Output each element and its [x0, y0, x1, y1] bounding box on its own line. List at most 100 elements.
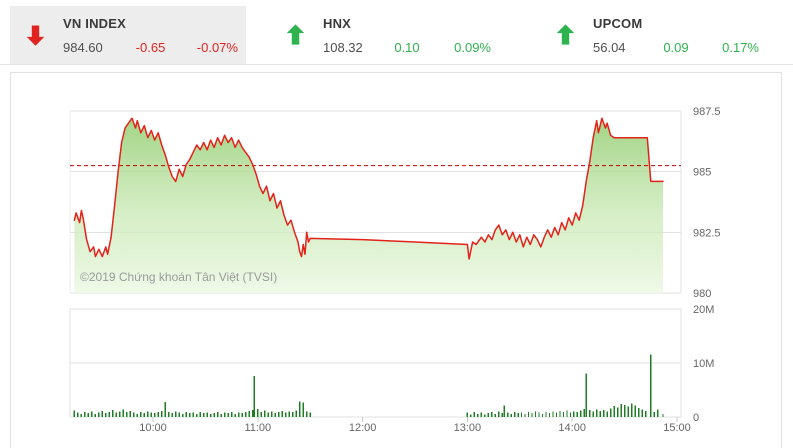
x-axis-label: 14:00: [558, 422, 586, 434]
volume-bar: [185, 412, 187, 417]
volume-bar: [306, 411, 308, 417]
volume-bar: [566, 410, 568, 417]
volume-bar: [513, 412, 516, 417]
x-axis-label: 15:00: [663, 422, 691, 434]
price-area-fill: [74, 118, 663, 293]
volume-bar: [569, 412, 572, 417]
volume-bar: [230, 412, 233, 417]
volume-bar: [133, 412, 135, 417]
x-axis-label: 10:00: [139, 422, 167, 434]
price-line: [73, 117, 664, 260]
ticker-upcom[interactable]: UPCOM 56.04 0.09 0.17%: [518, 6, 793, 64]
volume-bar: [199, 412, 201, 417]
volume-bar: [637, 407, 640, 417]
ticker-vnindex[interactable]: VN INDEX 984.60 -0.65 -0.07%: [10, 6, 246, 64]
volume-bar: [309, 412, 311, 417]
volume-bar: [115, 412, 117, 417]
index-change: 0.09: [663, 39, 689, 55]
volume-bar: [87, 413, 90, 417]
volume-bar: [641, 409, 643, 417]
volume-bar: [520, 412, 523, 417]
volume-bar: [271, 411, 273, 417]
volume-bar: [559, 411, 561, 417]
volume-bar: [129, 411, 131, 417]
volume-bar: [552, 411, 554, 417]
volume-bar: [606, 411, 608, 417]
price-axis-label: 987.5: [693, 106, 721, 118]
volume-bar: [206, 412, 208, 417]
volume-bar: [602, 410, 605, 417]
price-axis-label: 982.5: [693, 227, 721, 239]
down-arrow-icon: [26, 25, 45, 46]
intraday-chart-card: 10:00 11:00 12:00 13:00 14:00 15:00 987.5 985 98…: [10, 72, 782, 448]
chart-canvas[interactable]: 10:00 11:00 12:00 13:00 14:00 15:00 987.5 985 98…: [11, 73, 781, 448]
index-change: 0.10: [394, 39, 420, 55]
volume-bar: [596, 409, 598, 417]
index-values-row: 984.60 -0.65 -0.07%: [63, 40, 238, 55]
volume-bar: [126, 412, 128, 417]
volume-bar: [470, 414, 472, 417]
volume-bar: [136, 413, 138, 417]
volume-bar: [466, 412, 469, 417]
volume-bar: [531, 413, 533, 417]
volume-bar: [94, 413, 97, 417]
volume-bar: [285, 412, 287, 417]
volume-bar: [627, 406, 629, 417]
volume-bar: [209, 413, 212, 417]
volume-bar: [662, 413, 664, 417]
volume-bar: [175, 411, 177, 417]
volume-bar: [517, 413, 519, 417]
index-value: 108.32: [323, 39, 363, 55]
index-change-pct: -0.07%: [196, 39, 238, 55]
volume-bar: [302, 402, 304, 417]
volume-bar: [234, 413, 236, 417]
volume-bar: [216, 412, 219, 417]
header-divider: [0, 64, 793, 65]
volume-bar: [562, 412, 565, 417]
volume-bar: [274, 413, 276, 417]
volume-bar: [264, 410, 266, 417]
volume-bar: [538, 412, 540, 417]
index-name: VN INDEX: [63, 15, 127, 31]
volume-axis-label: 0: [693, 412, 699, 424]
volume-bar: [288, 411, 290, 417]
volume-bar: [213, 413, 215, 417]
volume-bar: [267, 412, 269, 417]
volume-bar: [534, 411, 537, 417]
volume-bar: [644, 411, 647, 417]
volume-bar: [494, 413, 496, 417]
volume-bar: [491, 412, 493, 417]
index-change-pct: 0.17%: [722, 39, 759, 55]
volume-bar: [161, 411, 163, 417]
price-axis-label: 985: [693, 167, 711, 179]
ticker-hnx[interactable]: HNX 108.32 0.10 0.09%: [246, 6, 518, 64]
volume-bar: [168, 412, 170, 417]
volume-bar: [91, 411, 93, 417]
volume-bar: [281, 411, 283, 417]
volume-bar: [510, 413, 512, 417]
volume-bar: [599, 411, 601, 417]
index-change-pct: 0.09%: [454, 39, 491, 55]
volume-bar: [192, 412, 194, 417]
volume-bar: [292, 412, 294, 417]
volume-bar: [171, 413, 173, 417]
volume-bar: [237, 412, 240, 417]
volume-bar: [241, 413, 243, 417]
x-axis-label: 11:00: [244, 422, 271, 434]
volume-bar: [112, 410, 114, 417]
volume-bar: [154, 413, 156, 417]
volume-bar: [573, 411, 575, 417]
volume-bar: [484, 414, 486, 417]
volume-bar: [589, 410, 591, 417]
volume-bar: [295, 410, 297, 417]
index-name: UPCOM: [593, 15, 643, 31]
volume-bar: [620, 404, 622, 417]
volume-bar: [260, 412, 262, 417]
volume-bar: [585, 373, 587, 417]
volume-bar: [548, 413, 551, 417]
volume-bar: [299, 401, 301, 417]
volume-bar: [73, 410, 76, 417]
price-axis-label: 980: [693, 288, 711, 300]
index-ticker-bar: VN INDEX 984.60 -0.65 -0.07% HNX 108.32 …: [10, 6, 793, 64]
volume-bar: [555, 412, 558, 417]
